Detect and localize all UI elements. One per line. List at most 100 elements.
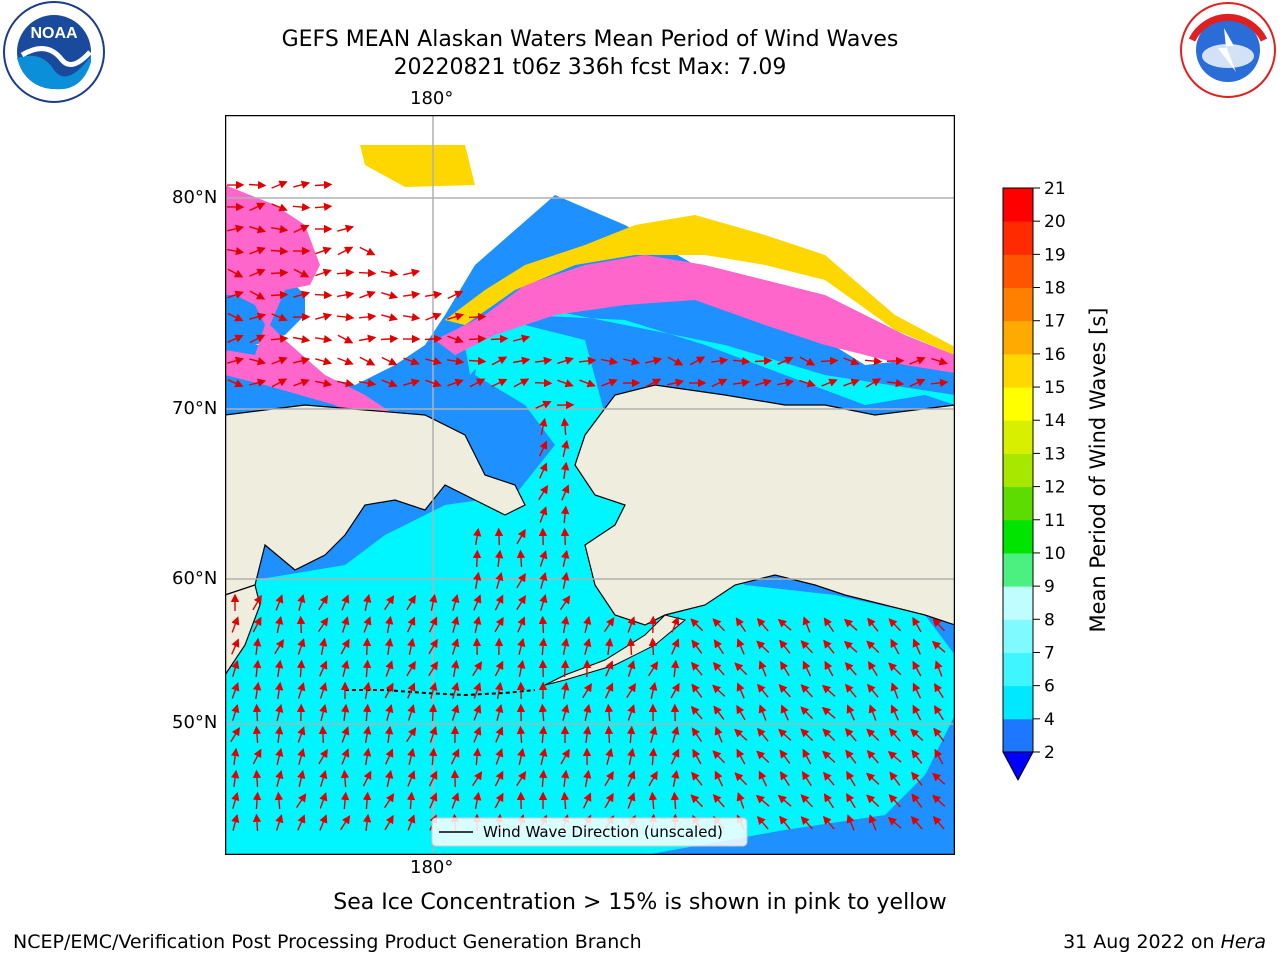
wave-arrow: [712, 750, 726, 764]
wave-arrow: [494, 792, 504, 809]
wave-arrow: [231, 659, 240, 677]
wave-arrow: [513, 378, 530, 388]
wave-arrow: [756, 617, 769, 632]
wave-arrow: [583, 769, 592, 788]
wave-arrow: [231, 616, 240, 633]
wave-arrow: [910, 728, 924, 742]
wave-arrow: [932, 772, 946, 785]
wave-arrow: [428, 770, 438, 787]
wave-arrow: [822, 750, 836, 763]
wave-arrow: [249, 202, 266, 212]
wave-arrow: [314, 334, 333, 344]
colorbar-tick-label: 4: [1044, 710, 1055, 730]
wave-arrow: [821, 684, 836, 697]
wave-arrow: [777, 794, 792, 807]
wave-arrow: [472, 771, 483, 787]
footer-date-text: 31 Aug 2022 on: [1063, 931, 1221, 953]
wave-arrow: [494, 527, 504, 546]
nws-logo: [1180, 2, 1276, 98]
wave-arrow: [429, 792, 438, 809]
wave-arrow: [407, 814, 416, 831]
wave-arrow: [297, 814, 306, 831]
wave-arrow: [626, 725, 636, 744]
wave-arrow: [451, 659, 460, 678]
lon-label-top: 180°: [410, 88, 454, 109]
wave-arrow: [473, 527, 482, 546]
wave-arrow: [359, 290, 376, 299]
wave-arrow: [604, 725, 614, 744]
wave-arrow: [582, 683, 592, 699]
colorbar-block: [1003, 320, 1033, 355]
wave-arrow: [297, 726, 306, 743]
wave-arrow: [516, 771, 527, 787]
wave-arrow: [691, 683, 703, 698]
colorbar: 2 4 6 7 8 9 10 11 12 13 14 15 16 17 18 19 20 21 Mean Peri…: [1002, 179, 1110, 782]
wave-arrow: [670, 748, 680, 765]
wave-arrow: [846, 704, 855, 721]
colorbar-block: [1003, 519, 1033, 554]
wave-arrow: [778, 728, 792, 741]
wave-arrow: [755, 378, 773, 387]
wave-arrow: [513, 334, 531, 343]
wave-arrow: [866, 794, 880, 808]
wave-arrow: [363, 681, 372, 700]
wave-arrow: [252, 681, 262, 700]
wave-arrow: [710, 356, 729, 366]
wave-arrow: [561, 637, 570, 656]
wave-arrow: [821, 378, 838, 387]
wave-arrow: [336, 312, 355, 322]
wave-arrow: [473, 571, 482, 590]
wave-arrow: [604, 792, 614, 809]
wave-arrow: [337, 334, 354, 344]
wave-arrow: [428, 703, 438, 722]
wave-arrow: [578, 356, 597, 366]
wave-arrow: [447, 378, 464, 387]
wave-arrow: [468, 312, 487, 322]
wave-arrow: [712, 661, 725, 676]
wave-arrow: [516, 549, 526, 568]
wave-arrow: [758, 704, 767, 721]
wave-arrow: [384, 725, 394, 743]
colorbar-block: [1003, 287, 1033, 322]
wave-arrow: [691, 661, 703, 676]
wave-arrow: [560, 659, 570, 678]
wave-arrow: [802, 660, 812, 677]
wave-arrow: [319, 792, 328, 809]
colorbar-under-triangle: [1002, 751, 1034, 782]
lat-label-70: 70°N: [172, 398, 218, 419]
wave-arrow: [293, 224, 310, 234]
colorbar-tick-label: 12: [1044, 478, 1066, 498]
wave-arrow: [227, 224, 245, 233]
wave-arrow: [472, 747, 482, 766]
wave-arrow: [534, 378, 553, 388]
wave-arrow: [691, 771, 703, 786]
wave-arrow: [912, 660, 922, 677]
colorbar-block: [1003, 387, 1033, 421]
wave-arrow: [560, 505, 570, 524]
colorbar-tick-label: 8: [1044, 610, 1055, 630]
wave-arrow: [779, 639, 791, 654]
wave-arrow: [779, 771, 790, 787]
wave-arrow: [890, 638, 900, 655]
wave-arrow: [275, 769, 284, 787]
wave-arrow: [777, 618, 792, 631]
wave-arrow: [274, 659, 284, 678]
wave-arrow: [249, 268, 266, 277]
wave-arrow: [274, 725, 284, 743]
wave-arrow: [909, 378, 926, 388]
wave-arrow: [711, 378, 728, 388]
wave-arrow: [293, 356, 311, 365]
wave-arrow: [381, 356, 398, 366]
wave-arrow: [802, 616, 811, 633]
wave-arrow: [380, 334, 399, 344]
chart-title: GEFS MEAN Alaskan Waters Mean Period of …: [281, 27, 899, 52]
wave-arrow: [888, 662, 902, 676]
colorbar-label: Mean Period of Wind Waves [s]: [1086, 308, 1110, 633]
wave-arrow: [800, 684, 813, 698]
wave-arrow: [539, 571, 548, 589]
wave-arrow: [868, 704, 877, 721]
wave-arrow: [292, 202, 311, 212]
wave-arrow: [800, 728, 814, 742]
wave-arrow: [384, 595, 395, 611]
colorbar-tick-label: 2: [1044, 743, 1055, 763]
